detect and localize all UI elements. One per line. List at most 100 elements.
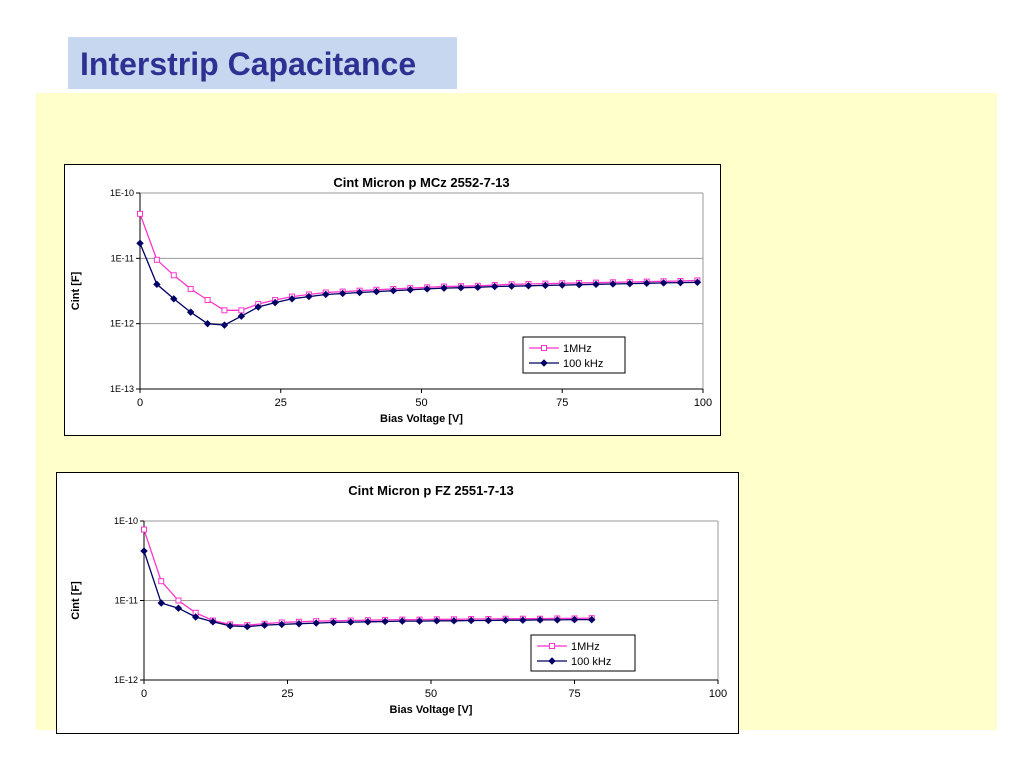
data-point-100khz (295, 620, 303, 628)
data-point-100khz (490, 282, 499, 291)
x-tick-label: 100 (709, 688, 727, 700)
data-point-100khz (415, 617, 424, 625)
chart-fz-svg: Cint Micron p FZ 2551-7-13 1E-12 1E-11 1E-1… (70, 483, 727, 716)
data-point-100khz (609, 280, 617, 288)
data-point-100khz (398, 617, 407, 625)
page-title: Interstrip Capacitance (80, 46, 417, 82)
data-point-100khz (203, 319, 212, 328)
data-point-100khz (372, 287, 381, 296)
data-point-100khz (501, 616, 510, 624)
y-tick-label: 1E-11 (115, 596, 138, 606)
y-tick-label: 1E-12 (114, 675, 138, 685)
x-tick-label: 25 (275, 397, 287, 409)
data-point-100khz (220, 321, 229, 329)
data-point-1mhz (141, 526, 147, 533)
data-point-100khz (338, 289, 347, 298)
data-point-100khz (536, 616, 544, 624)
data-point-100khz (626, 279, 634, 288)
y-tick-label: 1E-11 (111, 253, 134, 263)
x-axis-label: Bias Voltage [V] (380, 413, 463, 425)
title-box: Interstrip Capacitance (68, 37, 457, 89)
chart-title: Cint Micron p MCz 2552-7-13 (333, 175, 509, 190)
data-point-100khz (191, 613, 200, 621)
data-point-100khz (278, 620, 286, 629)
data-point-100khz (226, 622, 234, 630)
data-point-100khz (406, 286, 414, 294)
data-point-100khz (312, 619, 320, 627)
data-point-100khz (243, 622, 252, 631)
y-tick-label: 1E-12 (110, 319, 134, 329)
series-line-1mhz (143, 529, 592, 626)
data-point-100khz (136, 239, 144, 247)
legend-marker-square (549, 643, 555, 649)
y-tick-label: 1E-10 (114, 516, 138, 526)
data-point-100khz (642, 279, 651, 287)
chart-mcz-svg: Cint Micron p MCz 2552-7-13 1E-13 1E-12 1E-… (70, 175, 712, 425)
legend-label: 100 kHz (563, 358, 603, 370)
data-point-100khz (507, 282, 516, 290)
data-point-100khz (440, 284, 448, 292)
data-point-1mhz (204, 297, 211, 304)
data-point-100khz (322, 290, 330, 299)
data-point-100khz (484, 616, 493, 625)
data-point-100khz (355, 288, 364, 297)
data-point-100khz (305, 292, 313, 301)
data-point-1mhz (175, 597, 182, 604)
x-tick-label: 0 (141, 688, 147, 700)
data-point-100khz (519, 616, 527, 624)
data-point-100khz (237, 312, 246, 320)
y-axis-label: Cint [F] (70, 581, 82, 620)
data-point-1mhz (153, 256, 160, 263)
data-point-100khz (174, 604, 183, 612)
legend-label: 100 kHz (571, 656, 611, 668)
data-point-100khz (524, 282, 533, 290)
x-tick-label: 50 (415, 397, 427, 409)
series-line-100khz (143, 550, 592, 628)
data-point-100khz (474, 283, 482, 292)
data-point-100khz (389, 286, 398, 295)
data-point-100khz (329, 618, 338, 627)
chart-fz: Cint Micron p FZ 2551-7-13 1E-12 1E-11 1E-1… (56, 472, 739, 734)
x-tick-label: 75 (568, 688, 580, 700)
data-point-100khz (588, 615, 596, 624)
chart-title: Cint Micron p FZ 2551-7-13 (348, 483, 513, 498)
data-point-100khz (364, 618, 372, 626)
data-point-1mhz (170, 272, 177, 279)
legend-box (530, 634, 636, 672)
data-point-1mhz (137, 210, 143, 217)
data-point-100khz (260, 621, 269, 629)
data-point-100khz (157, 599, 165, 607)
data-point-100khz (575, 280, 583, 289)
data-point-100khz (457, 284, 465, 292)
x-tick-label: 50 (425, 688, 437, 700)
data-point-100khz (271, 298, 279, 307)
data-point-100khz (541, 281, 550, 290)
y-tick-label: 1E-10 (110, 188, 134, 198)
data-point-100khz (693, 278, 702, 286)
data-point-100khz (170, 295, 178, 303)
data-point-100khz (140, 547, 148, 555)
data-point-100khz (676, 278, 685, 287)
data-point-100khz (433, 617, 441, 625)
data-point-100khz (381, 617, 389, 626)
x-tick-label: 100 (694, 397, 712, 409)
x-tick-label: 25 (281, 688, 293, 700)
data-point-100khz (209, 618, 217, 626)
series-line-100khz (139, 243, 698, 326)
y-tick-label: 1E-13 (110, 384, 134, 394)
data-point-100khz (153, 280, 161, 289)
y-axis-label: Cint [F] (70, 271, 82, 310)
x-axis-label: Bias Voltage [V] (390, 704, 473, 716)
data-point-1mhz (158, 578, 165, 585)
data-point-100khz (254, 303, 262, 311)
data-point-100khz (186, 308, 195, 316)
data-point-100khz (423, 285, 431, 293)
data-point-100khz (450, 617, 458, 625)
data-point-100khz (346, 618, 355, 626)
legend-label: 1MHz (563, 343, 592, 355)
x-tick-label: 0 (137, 397, 143, 409)
data-point-100khz (553, 616, 561, 624)
series-line-1mhz (139, 213, 698, 311)
legend-box (522, 336, 626, 374)
data-point-100khz (558, 281, 566, 289)
